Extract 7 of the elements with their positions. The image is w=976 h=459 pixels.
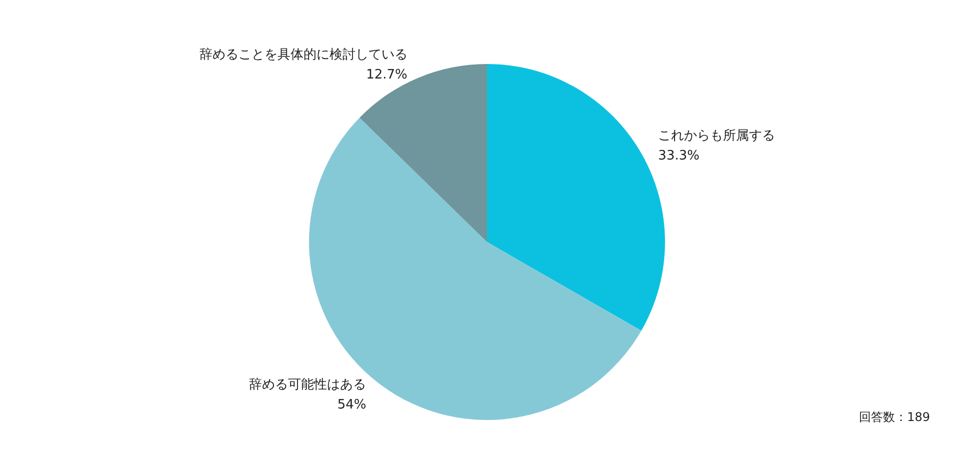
slice-label: 辞める可能性はある [249,378,366,393]
data-label: 12.7% [366,68,408,83]
slice-label: これからも所属する [658,128,776,144]
data-label: 54% [337,398,366,413]
slice-label: 辞めることを具体的に検討している [199,48,408,63]
text: 回答数：189 [859,410,930,424]
data-label: 33.3% [658,148,700,164]
